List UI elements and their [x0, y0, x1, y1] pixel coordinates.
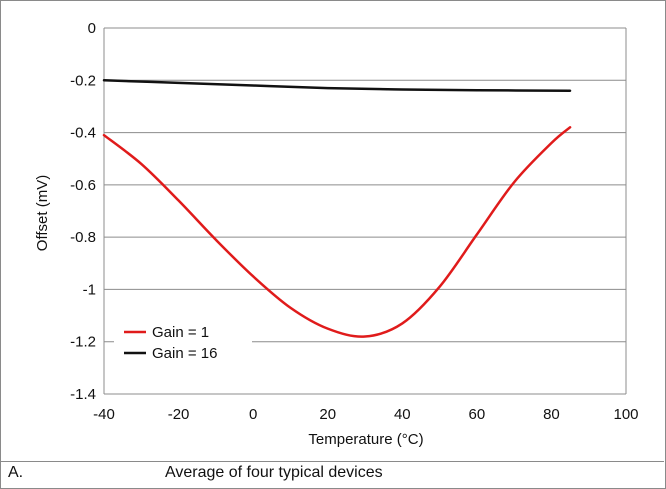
caption-tag: A.: [8, 464, 24, 481]
x-tick-label: 40: [394, 406, 411, 423]
series-line-gain-1: [102, 126, 572, 338]
x-tick-label: -20: [168, 406, 190, 423]
y-tick-label: 0: [88, 20, 96, 37]
y-axis-label: Offset (mV): [34, 175, 51, 251]
figure-caption: A. Average of four typical devices: [0, 461, 664, 488]
x-axis-label: Temperature (°C): [308, 431, 423, 448]
x-tick-label: -40: [93, 406, 115, 423]
x-tick-label: 20: [319, 406, 336, 423]
x-tick-label: 0: [249, 406, 257, 423]
y-tick-label: -0.4: [70, 125, 96, 142]
x-tick-label: 60: [469, 406, 486, 423]
x-tick-labels: -40 -20 0 20 40 60 80 100: [93, 406, 638, 423]
series-lines: [102, 79, 572, 338]
y-tick-label: -0.8: [70, 229, 96, 246]
series-line-gain-16: [102, 79, 572, 92]
y-tick-label: -0.6: [70, 177, 96, 194]
y-tick-labels: 0 -0.2 -0.4 -0.6 -0.8 -1 -1.2 -1.4: [70, 20, 96, 403]
caption-text: Average of four typical devices: [165, 464, 383, 481]
y-tick-label: -1: [83, 281, 96, 298]
grid-lines: [103, 27, 627, 395]
legend: Gain = 1 Gain = 16: [114, 318, 252, 368]
x-tick-label: 80: [543, 406, 560, 423]
x-tick-label: 100: [613, 406, 638, 423]
y-tick-label: -0.2: [70, 72, 96, 89]
y-tick-label: -1.2: [70, 334, 96, 351]
legend-background: [114, 318, 252, 368]
legend-label: Gain = 1: [152, 324, 209, 341]
legend-label: Gain = 16: [152, 345, 217, 362]
y-tick-label: -1.4: [70, 386, 96, 403]
